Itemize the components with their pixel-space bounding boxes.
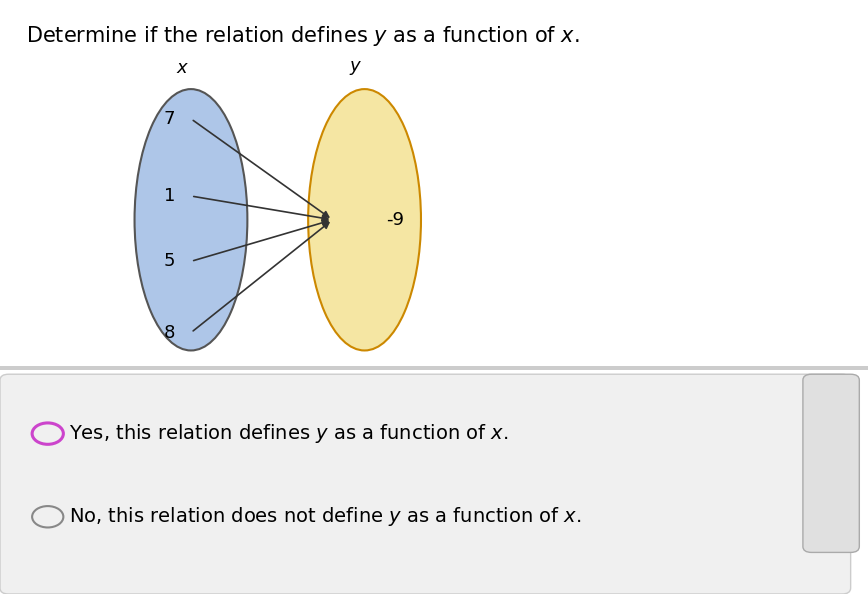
- FancyBboxPatch shape: [803, 374, 859, 552]
- Text: 1: 1: [163, 187, 175, 205]
- Text: 5: 5: [163, 252, 175, 270]
- Text: -9: -9: [386, 211, 404, 229]
- Text: No, this relation does not define $y$ as a function of $x$.: No, this relation does not define $y$ as…: [69, 505, 582, 528]
- Ellipse shape: [135, 89, 247, 350]
- FancyBboxPatch shape: [0, 366, 868, 370]
- Text: 8: 8: [163, 324, 175, 342]
- Text: $x$: $x$: [175, 59, 189, 77]
- FancyBboxPatch shape: [0, 374, 851, 594]
- Text: Yes, this relation defines $y$ as a function of $x$.: Yes, this relation defines $y$ as a func…: [69, 422, 509, 445]
- Text: 7: 7: [163, 110, 175, 128]
- Ellipse shape: [308, 89, 421, 350]
- Text: Determine if the relation defines $y$ as a function of $x$.: Determine if the relation defines $y$ as…: [26, 24, 580, 48]
- Text: $y$: $y$: [349, 59, 363, 77]
